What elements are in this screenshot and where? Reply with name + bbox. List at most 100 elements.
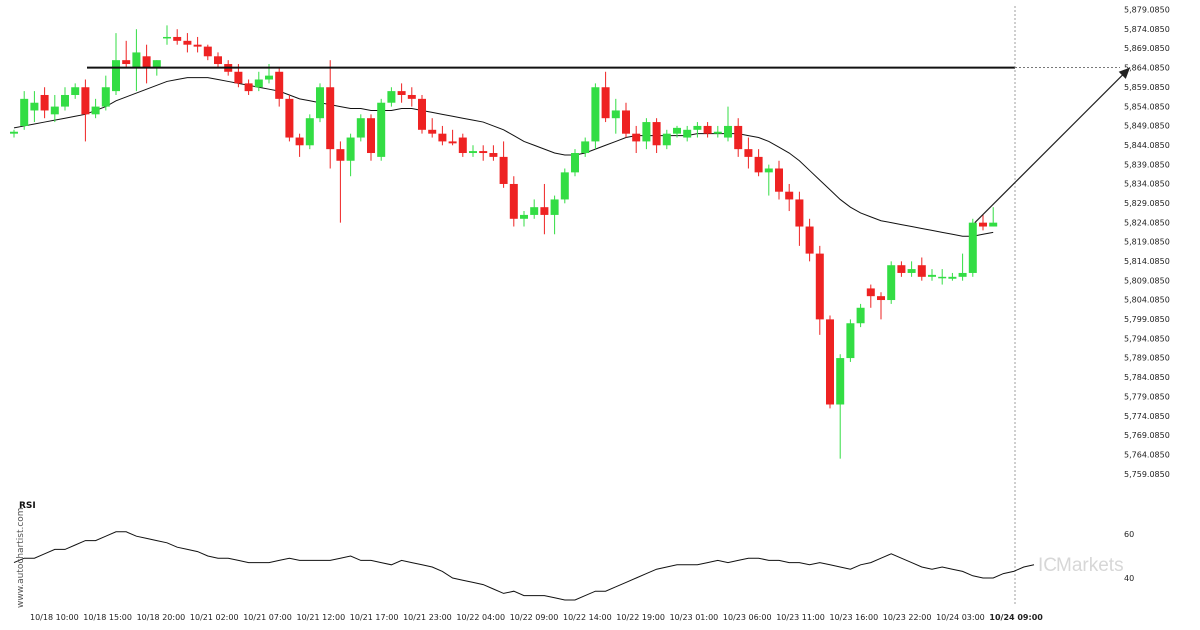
candle (673, 125, 681, 138)
candle (112, 33, 120, 95)
candle-body (652, 122, 661, 146)
time-tick-label: 10/24 03:00 (936, 613, 985, 622)
candle-body (989, 222, 998, 227)
candle (938, 269, 947, 285)
candle (397, 83, 406, 103)
price-tick-label: 5,849.0850 (1124, 122, 1170, 131)
candlesticks (10, 25, 998, 459)
candle (795, 191, 804, 246)
candle-body (724, 125, 732, 138)
candle (183, 33, 192, 53)
candle-body (907, 269, 916, 273)
price-tick-label: 5,774.0850 (1124, 412, 1170, 421)
candle (754, 149, 763, 177)
price-tick-label: 5,864.0850 (1124, 64, 1170, 73)
time-tick-label: 10/24 09:00 (989, 613, 1043, 622)
candle-body (244, 83, 253, 92)
candle-body (897, 265, 906, 273)
candle-body (91, 106, 100, 115)
candle-body (254, 79, 263, 88)
candle-body (367, 118, 375, 154)
candle-body (938, 276, 947, 279)
price-tick-label: 5,784.0850 (1124, 373, 1170, 382)
candle-body (316, 87, 324, 119)
candle-body (122, 60, 131, 65)
price-tick-label: 5,834.0850 (1124, 180, 1170, 189)
candle (571, 149, 579, 177)
candle (744, 137, 753, 169)
candle-body (846, 323, 855, 359)
candle (540, 183, 549, 235)
candle (489, 145, 498, 161)
brand-logo-prefix: IC (1038, 555, 1057, 576)
candle-body (826, 319, 834, 405)
candle (40, 87, 49, 119)
price-tick-label: 5,809.0850 (1124, 276, 1170, 285)
candle (428, 118, 437, 138)
candle-body (683, 129, 692, 138)
candle (387, 87, 396, 107)
candle-body (448, 141, 457, 144)
price-tick-label: 5,854.0850 (1124, 102, 1170, 111)
candle (50, 94, 59, 123)
candle (418, 94, 426, 134)
candle-body (958, 272, 967, 277)
candle (499, 141, 508, 188)
candle (173, 29, 182, 45)
candle (91, 98, 100, 119)
candle (826, 315, 834, 409)
time-tick-label: 10/21 02:00 (190, 613, 239, 622)
price-tick-label: 5,804.0850 (1124, 296, 1170, 305)
candle-body (336, 149, 345, 161)
candle-body (428, 129, 437, 134)
candle-body (81, 87, 90, 115)
projection-arrowhead (1118, 67, 1130, 79)
candle (122, 40, 131, 68)
time-tick-label: 10/23 01:00 (670, 613, 719, 622)
price-tick-label: 5,759.0850 (1124, 470, 1170, 479)
candle (367, 114, 375, 161)
candle (193, 36, 202, 53)
moving-average (13, 77, 994, 237)
candle (550, 195, 559, 235)
candle-body (775, 168, 783, 192)
time-tick-label: 10/21 07:00 (243, 613, 292, 622)
candle (968, 218, 977, 277)
candle (877, 292, 885, 320)
candle (622, 102, 630, 138)
candle-body (40, 94, 49, 111)
candle-body (734, 125, 743, 150)
price-tick-label: 5,779.0850 (1124, 392, 1170, 401)
candle-body (489, 153, 498, 157)
candle-body (142, 56, 151, 68)
candle (61, 87, 69, 111)
candle-body (693, 125, 702, 130)
candle (846, 319, 855, 362)
candle (407, 87, 416, 107)
candle-body (387, 91, 396, 103)
candle (458, 133, 467, 157)
time-axis: 10/18 10:00 10/18 15:00 10/18 20:00 10/21 0… (30, 613, 1043, 622)
time-tick-label: 10/18 20:00 (137, 613, 186, 622)
candle (662, 129, 671, 150)
candle-body (795, 199, 804, 227)
candle (560, 168, 569, 204)
candle (244, 79, 253, 95)
candle-body (917, 265, 926, 277)
candle (928, 269, 936, 281)
candle-body (418, 98, 426, 130)
candle (336, 141, 345, 223)
candle-body (265, 75, 273, 80)
candle-body (571, 153, 579, 173)
candle-body (173, 36, 182, 41)
candle (775, 160, 783, 200)
candle (856, 303, 865, 328)
candle-body (397, 91, 406, 95)
candle-body (326, 87, 335, 150)
price-tick-label: 5,799.0850 (1124, 315, 1170, 324)
candle-body (744, 149, 753, 157)
candle (601, 71, 610, 123)
price-tick-label: 5,824.0850 (1124, 218, 1170, 227)
candle (652, 118, 661, 154)
price-tick-label: 5,839.0850 (1124, 160, 1170, 169)
